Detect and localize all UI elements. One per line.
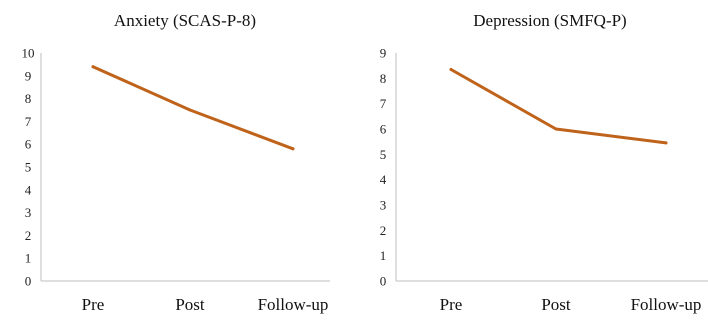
chart1-y-tick-label: 4 (25, 182, 32, 197)
chart2-y-tick-label: 0 (380, 274, 387, 289)
chart2-y-tick-label: 3 (380, 198, 387, 213)
chart1-title: Anxiety (SCAS-P-8) (114, 11, 256, 30)
chart2-data-point (449, 68, 453, 71)
chart2-data-point (554, 127, 558, 131)
chart2-y-tick-label: 8 (380, 71, 387, 86)
chart1-y-tick-label: 8 (25, 91, 32, 106)
chart1-data-point (188, 108, 192, 112)
chart1-y-tick-label: 10 (22, 46, 35, 61)
chart1-data-point (291, 147, 295, 151)
chart1-series-line (91, 65, 295, 151)
chart1-y-tick-label: 7 (25, 114, 32, 129)
chart1-y-tick-label: 9 (25, 68, 32, 83)
chart2-data-point (664, 141, 668, 145)
chart1-data-point (91, 65, 95, 69)
chart2-y-tick-label: 4 (380, 172, 387, 187)
chart1-y-tick-label: 0 (25, 274, 32, 289)
chart1-y-tick-label: 1 (25, 251, 32, 266)
chart2-y-tick-label: 6 (380, 122, 387, 137)
chart2-y-tick-label: 5 (380, 147, 387, 162)
chart2-title: Depression (SMFQ-P) (473, 11, 626, 30)
chart1-x-tick-label: Post (175, 295, 205, 314)
chart1-y-tick-label: 2 (25, 228, 32, 243)
chart2-y-tick-label: 2 (380, 223, 387, 238)
chart2-x-tick-label: Pre (440, 295, 463, 314)
chart2-series-line (449, 68, 668, 145)
chart2-y-tick-label: 1 (380, 248, 387, 263)
chart2-x-tick-label: Post (541, 295, 571, 314)
chart1-x-tick-label: Pre (82, 295, 105, 314)
chart1-y-tick-label: 6 (25, 137, 32, 152)
chart1-y-tick-label: 3 (25, 205, 32, 220)
chart2-x-tick-label: Follow-up (631, 295, 702, 314)
chart1-x-tick-label: Follow-up (258, 295, 329, 314)
chart2-y-tick-label: 9 (380, 46, 387, 61)
chart2-y-tick-label: 7 (380, 96, 387, 111)
chart1-y-tick-label: 5 (25, 160, 32, 175)
